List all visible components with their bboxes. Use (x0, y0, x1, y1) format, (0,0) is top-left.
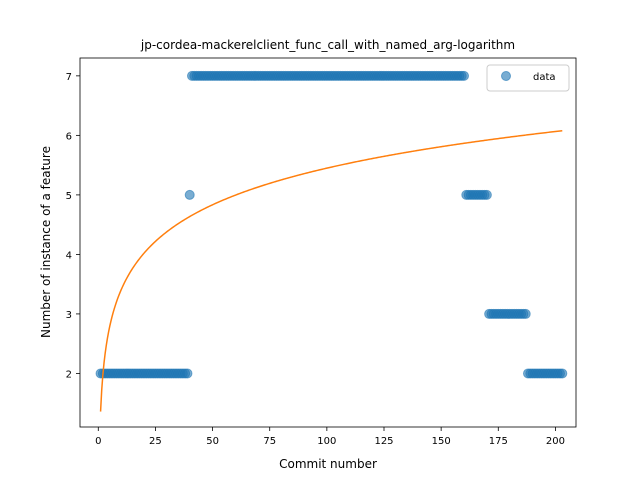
y-tick-label: 2 (66, 369, 72, 380)
x-tick-label: 0 (95, 436, 101, 447)
legend: data (486, 64, 570, 92)
x-tick-label: 200 (546, 436, 565, 447)
y-tick-label: 6 (66, 131, 72, 142)
legend-box (486, 64, 570, 92)
x-axis-title: Commit number (279, 457, 377, 471)
x-tick-label: 75 (263, 436, 276, 447)
x-axis-ticks: 0 25 50 75 100 125 150 175 200 (95, 427, 565, 447)
data-point (459, 70, 469, 81)
y-axis-title: Number of instance of a feature (39, 146, 53, 338)
data-point (184, 189, 195, 200)
y-tick-label: 7 (66, 72, 72, 83)
x-tick-label: 100 (317, 436, 336, 447)
y-tick-label: 4 (66, 250, 72, 261)
y-tick-label: 5 (66, 191, 72, 202)
data-point (182, 368, 193, 379)
chart-title: jp-cordea-mackerelclient_func_call_with_… (140, 38, 515, 52)
x-tick-label: 125 (374, 436, 393, 447)
legend-label-data: data (533, 72, 556, 83)
x-tick-label: 175 (489, 436, 508, 447)
fit-line (99, 129, 563, 412)
x-tick-label: 50 (206, 436, 219, 447)
x-tick-label: 25 (149, 436, 162, 447)
data-point (481, 189, 492, 200)
plot-marks (95, 70, 568, 412)
x-tick-label: 150 (432, 436, 451, 447)
y-tick-label: 3 (66, 310, 72, 321)
data-point (520, 308, 531, 319)
legend-marker-data (501, 71, 511, 81)
y-axis-ticks: 2 3 4 5 6 7 (66, 72, 80, 380)
plot-frame (79, 57, 577, 428)
data-point (557, 368, 568, 379)
